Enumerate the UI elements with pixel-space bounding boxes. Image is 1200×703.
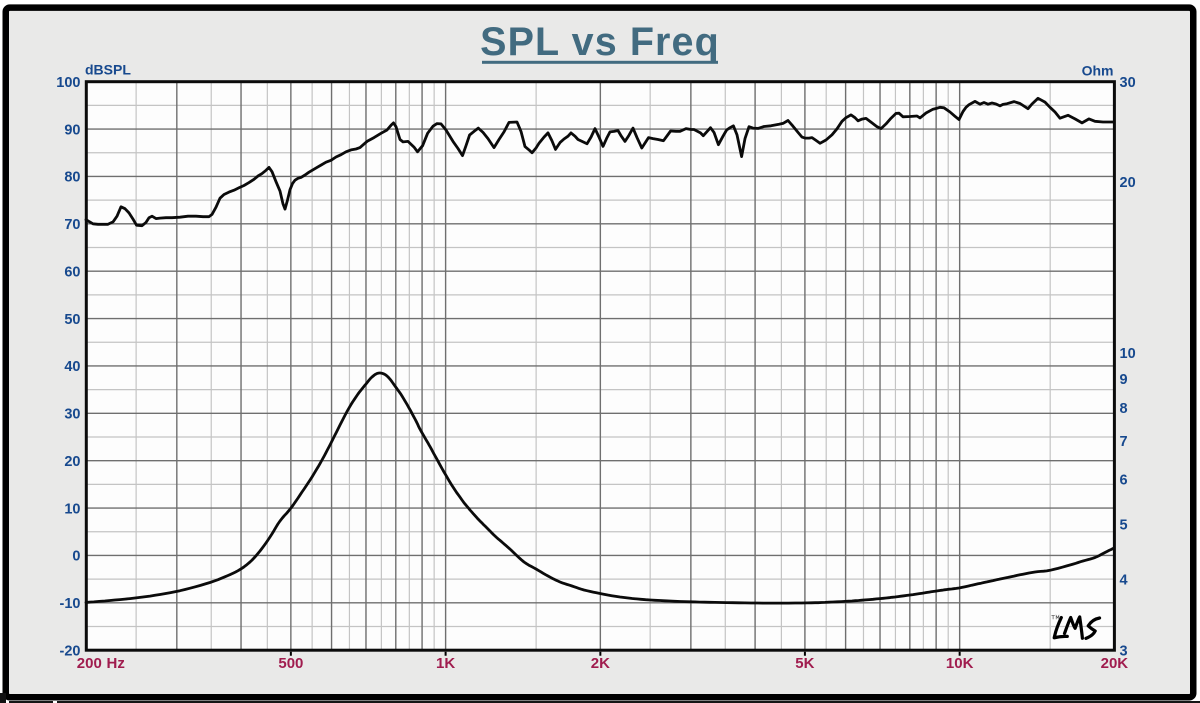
- svg-text:50: 50: [64, 312, 80, 328]
- svg-text:dBSPL: dBSPL: [85, 62, 131, 78]
- svg-text:60: 60: [64, 264, 80, 280]
- svg-text:6: 6: [1120, 472, 1128, 488]
- svg-text:90: 90: [64, 122, 80, 138]
- svg-text:0: 0: [72, 549, 80, 565]
- svg-text:5K: 5K: [795, 655, 814, 672]
- svg-text:70: 70: [64, 217, 80, 233]
- svg-text:80: 80: [64, 170, 80, 186]
- svg-text:-10: -10: [60, 596, 81, 612]
- svg-text:9: 9: [1120, 372, 1128, 388]
- svg-text:200: 200: [77, 655, 102, 672]
- svg-text:4: 4: [1120, 572, 1128, 588]
- svg-text:100: 100: [56, 75, 80, 91]
- svg-text:8: 8: [1120, 401, 1128, 417]
- svg-text:30: 30: [1120, 75, 1136, 91]
- svg-text:20K: 20K: [1101, 655, 1129, 672]
- svg-text:20: 20: [64, 454, 80, 470]
- svg-text:2K: 2K: [591, 655, 610, 672]
- svg-text:5: 5: [1120, 517, 1128, 533]
- svg-text:SPL vs Freq: SPL vs Freq: [480, 20, 720, 64]
- svg-text:10: 10: [64, 501, 80, 517]
- svg-text:7: 7: [1120, 434, 1128, 450]
- svg-text:-20: -20: [60, 643, 81, 659]
- svg-text:Ohm: Ohm: [1082, 63, 1114, 79]
- svg-text:3: 3: [1120, 643, 1128, 659]
- svg-text:10K: 10K: [946, 655, 974, 672]
- svg-text:20: 20: [1120, 175, 1136, 191]
- svg-text:10: 10: [1120, 346, 1136, 362]
- svg-text:40: 40: [64, 359, 80, 375]
- svg-text:30: 30: [64, 407, 80, 423]
- svg-text:Hz: Hz: [107, 655, 125, 672]
- svg-text:500: 500: [278, 655, 303, 672]
- svg-text:1K: 1K: [436, 655, 455, 672]
